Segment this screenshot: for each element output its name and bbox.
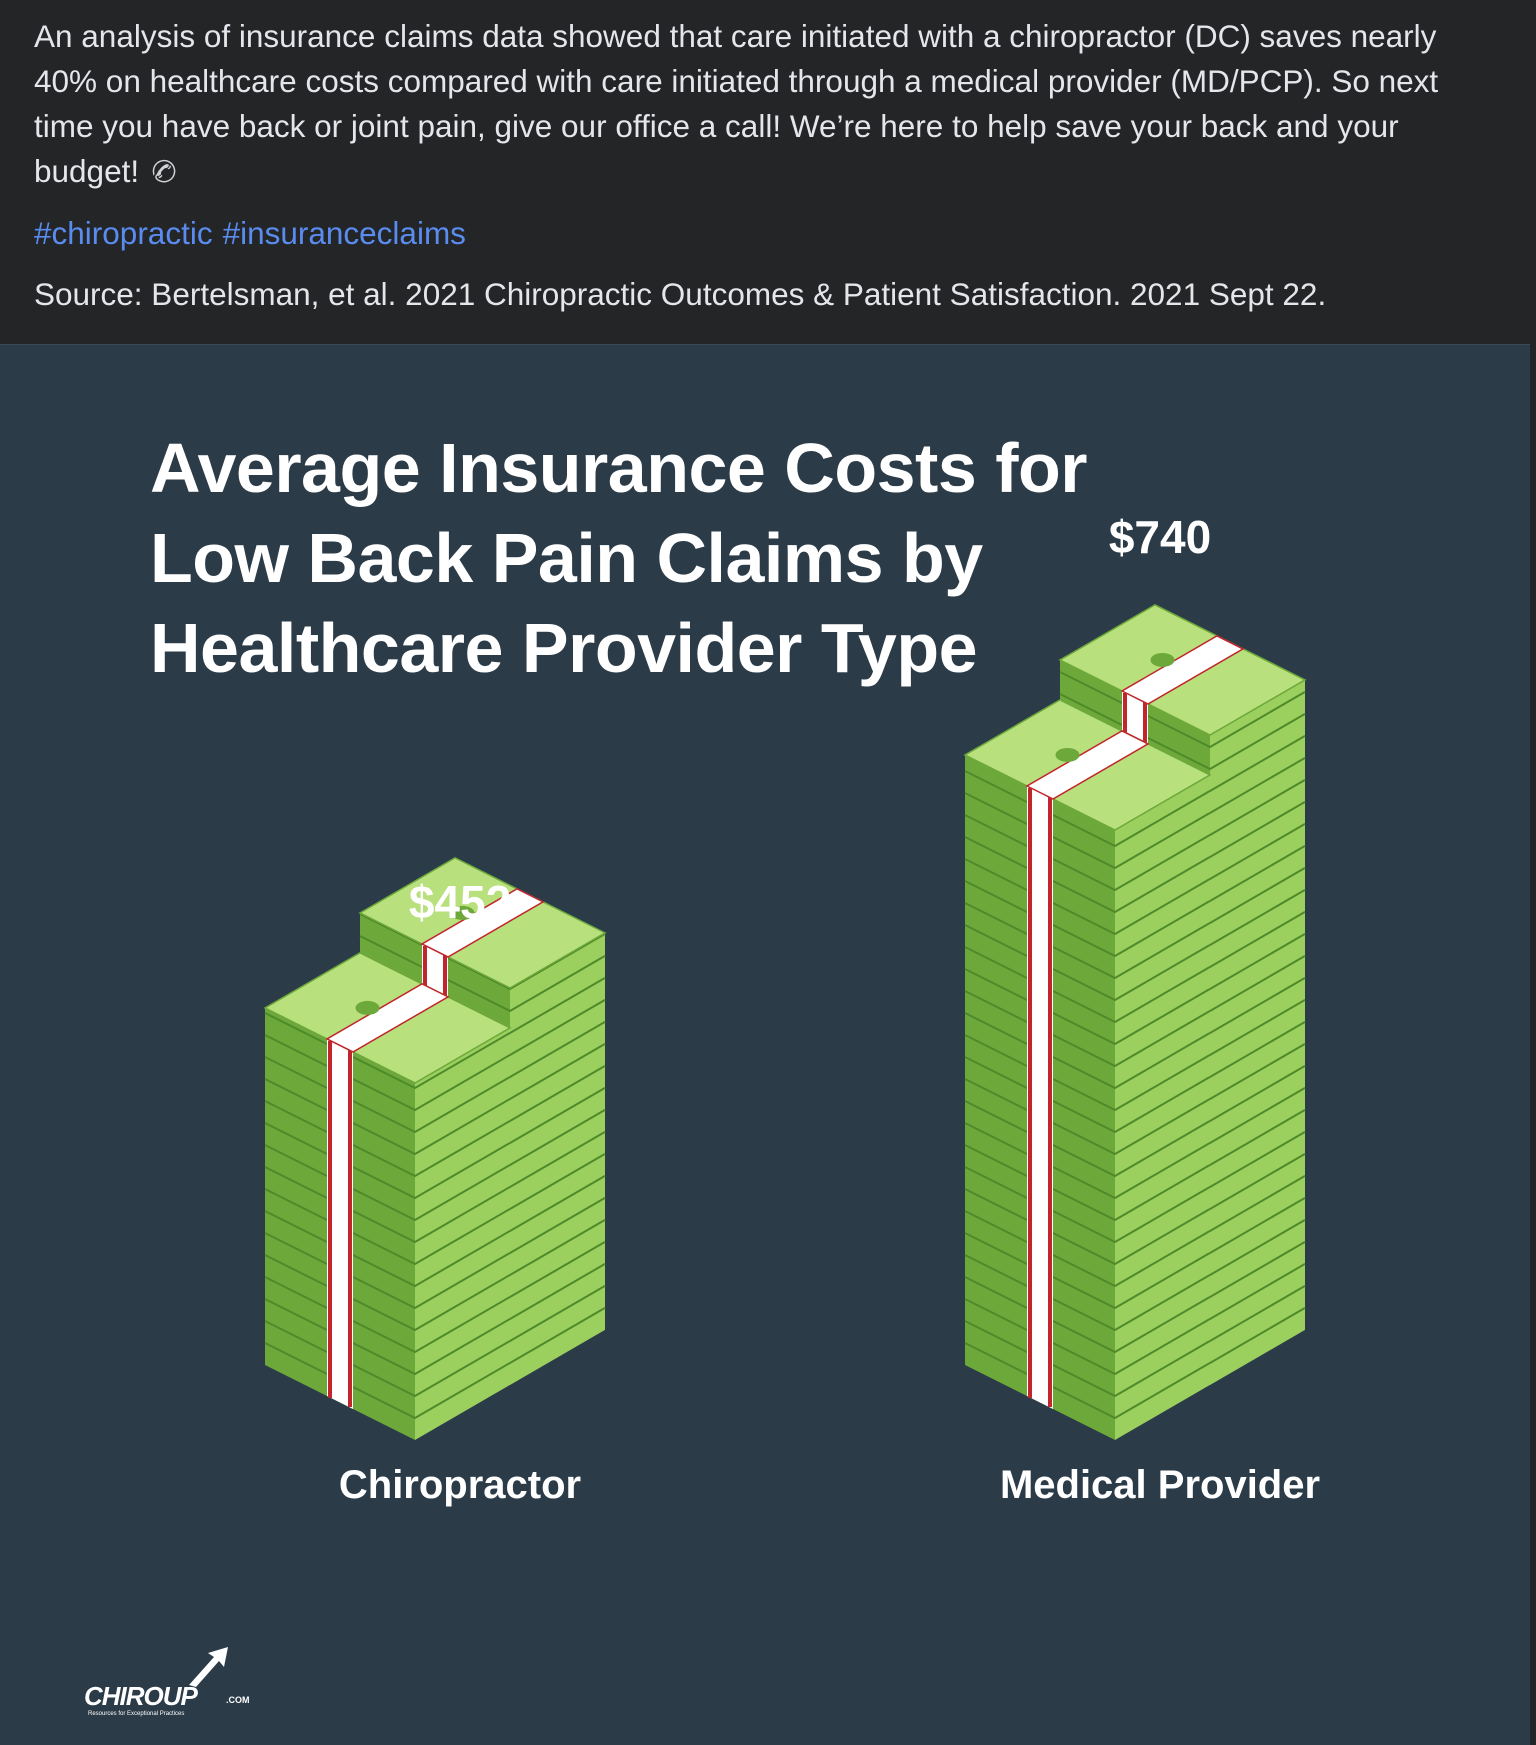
- stack-face-right: [415, 1027, 510, 1440]
- bill-seal: [450, 905, 475, 920]
- money-band-top: [1120, 635, 1245, 705]
- bill-edge: [264, 1320, 511, 1398]
- bill-edge: [264, 1100, 511, 1178]
- bill-edge: [964, 1166, 1211, 1244]
- bill-edge: [964, 990, 1211, 1068]
- bill-edge: [964, 1342, 1211, 1420]
- bill-edge: [964, 792, 1211, 870]
- money-band: [327, 1038, 353, 1409]
- bill-edge: [964, 1276, 1211, 1354]
- bill-edge: [964, 770, 1211, 848]
- bill-edge: [1059, 671, 1306, 749]
- bill-edge: [964, 902, 1211, 980]
- logo-tagline: Resources for Exceptional Practices: [88, 1711, 185, 1717]
- bill-edge: [264, 1056, 511, 1134]
- bill-edge: [264, 1276, 511, 1354]
- hashtags: #chiropractic #insuranceclaims: [34, 211, 1494, 256]
- logo-suffix: .COM: [226, 1695, 250, 1705]
- bill-edge: [964, 1078, 1211, 1156]
- value-label-chiropractor: $452: [408, 876, 512, 928]
- bill-edge: [964, 1254, 1211, 1332]
- infographic[interactable]: Average Insurance Costs for Low Back Pai…: [0, 344, 1530, 1745]
- bill-edge: [264, 1342, 511, 1420]
- bill-edge: [964, 946, 1211, 1024]
- money-band-top: [1025, 730, 1150, 800]
- bill-edge: [964, 1034, 1211, 1112]
- stack-face-right: [1210, 679, 1305, 1385]
- hashtag-insuranceclaims[interactable]: #insuranceclaims: [222, 215, 466, 251]
- money-band-top: [325, 983, 450, 1053]
- bill-edge: [964, 1144, 1211, 1222]
- bill-edge: [964, 858, 1211, 936]
- hashtag-chiropractic[interactable]: #chiropractic: [34, 215, 213, 251]
- bill-edge: [964, 924, 1211, 1002]
- bill-edge: [264, 1298, 511, 1376]
- chart-svg: [263, 604, 1307, 1440]
- bill-edge: [1059, 693, 1306, 771]
- source-text: Source: Bertelsman, et al. 2021 Chiropra…: [34, 276, 1327, 312]
- bill-edge: [964, 1232, 1211, 1310]
- bill-edge: [964, 1012, 1211, 1090]
- logo-text: CHIROUP: [84, 1681, 198, 1711]
- bill-edge: [964, 836, 1211, 914]
- bill-edge: [964, 880, 1211, 958]
- bill-edge: [964, 1188, 1211, 1266]
- bar-medical-provider: [963, 604, 1307, 1440]
- bill-edge: [359, 913, 606, 991]
- post-text: An analysis of insurance claims data sho…: [34, 14, 1494, 317]
- bill-edge: [264, 1254, 511, 1332]
- value-label-medical-provider: $740: [1108, 511, 1212, 563]
- bill-edge: [964, 1056, 1211, 1134]
- bill-edge: [264, 1210, 511, 1288]
- bill-edge: [964, 1210, 1211, 1288]
- bill-edge: [964, 1298, 1211, 1376]
- category-label-chiropractor: Chiropractor: [338, 1463, 582, 1507]
- bill-edge: [964, 814, 1211, 892]
- bill-edge: [264, 1232, 511, 1310]
- bill-edge: [264, 1144, 511, 1222]
- bar-chiropractor: [263, 857, 607, 1440]
- bill-edge: [264, 1188, 511, 1266]
- bill-edge: [359, 935, 606, 1013]
- post-body: An analysis of insurance claims data sho…: [34, 14, 1494, 195]
- bill-edge: [964, 1122, 1211, 1200]
- money-band-top: [420, 888, 545, 958]
- bill-edge: [264, 1034, 511, 1112]
- bill-edge: [264, 1122, 511, 1200]
- category-label-medical-provider: Medical Provider: [999, 1463, 1321, 1507]
- bill-seal: [355, 1000, 380, 1015]
- bill-edge: [264, 1012, 511, 1090]
- bill-seal: [1055, 747, 1080, 762]
- bill-edge: [264, 1166, 511, 1244]
- bill-edge: [964, 1100, 1211, 1178]
- chiroup-logo: CHIROUP .COM Resources for Exceptional P…: [84, 1645, 254, 1735]
- bill-seal: [1150, 652, 1175, 667]
- money-band: [1027, 786, 1053, 1409]
- bill-edge: [964, 1320, 1211, 1398]
- bill-edge: [264, 1078, 511, 1156]
- phone-icon: ✆: [146, 152, 182, 193]
- logo-arrow-icon: [189, 1647, 228, 1687]
- chart-title: Average Insurance Costs for Low Back Pai…: [150, 429, 1088, 687]
- bill-edge: [964, 968, 1211, 1046]
